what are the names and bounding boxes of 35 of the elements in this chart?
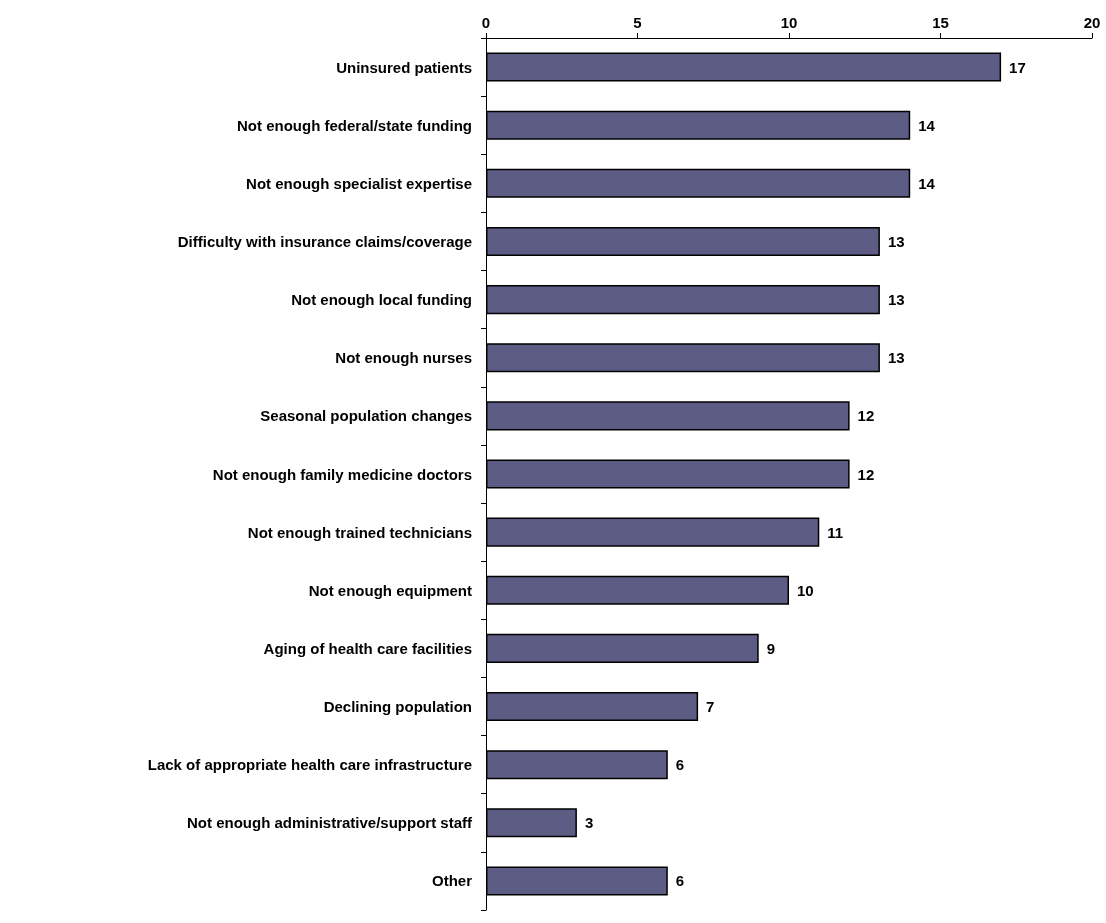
data-label: 13 bbox=[887, 349, 905, 367]
y-tick-label: Not enough specialist expertise bbox=[246, 174, 472, 192]
y-tick-label: Not enough nurses bbox=[335, 349, 472, 367]
data-label: 13 bbox=[887, 232, 905, 250]
data-label: 6 bbox=[675, 872, 685, 890]
x-tick-label: 5 bbox=[633, 14, 642, 31]
x-tick-label: 15 bbox=[932, 14, 949, 31]
y-tick-label: Not enough local funding bbox=[291, 291, 472, 309]
data-label: 6 bbox=[675, 756, 685, 774]
data-label: 12 bbox=[857, 465, 875, 483]
data-label: 13 bbox=[887, 291, 905, 309]
y-tick-label: Aging of health care facilities bbox=[263, 639, 472, 657]
x-tick-label: 10 bbox=[780, 14, 798, 31]
data-label: 14 bbox=[918, 174, 936, 192]
y-tick-label: Seasonal population changes bbox=[260, 407, 472, 425]
data-label: 9 bbox=[766, 639, 776, 657]
y-tick-label: Difficulty with insurance claims/coverage bbox=[177, 232, 472, 250]
data-label: 3 bbox=[584, 814, 594, 832]
x-tick-label: 20 bbox=[1083, 14, 1101, 31]
y-tick-label: Other bbox=[431, 872, 473, 890]
y-tick-label: Not enough trained technicians bbox=[247, 523, 472, 541]
y-tick-label: Not enough federal/state funding bbox=[237, 116, 472, 134]
data-label: 14 bbox=[918, 116, 936, 134]
data-label: 12 bbox=[857, 407, 875, 425]
data-label: 7 bbox=[706, 698, 715, 716]
data-label: 10 bbox=[797, 581, 814, 599]
y-tick-label: Uninsured patients bbox=[336, 58, 472, 76]
y-tick-label: Not enough equipment bbox=[308, 581, 472, 599]
data-label: 11 bbox=[827, 523, 844, 541]
y-tick-label: Lack of appropriate health care infrastructure bbox=[147, 756, 472, 774]
y-tick-label: Not enough administrative/support staff bbox=[186, 814, 473, 832]
data-label: 17 bbox=[1009, 58, 1026, 76]
y-tick-label: Declining population bbox=[323, 698, 472, 716]
y-tick-label: Not enough family medicine doctors bbox=[212, 465, 472, 483]
x-tick-label: 0 bbox=[481, 14, 491, 31]
